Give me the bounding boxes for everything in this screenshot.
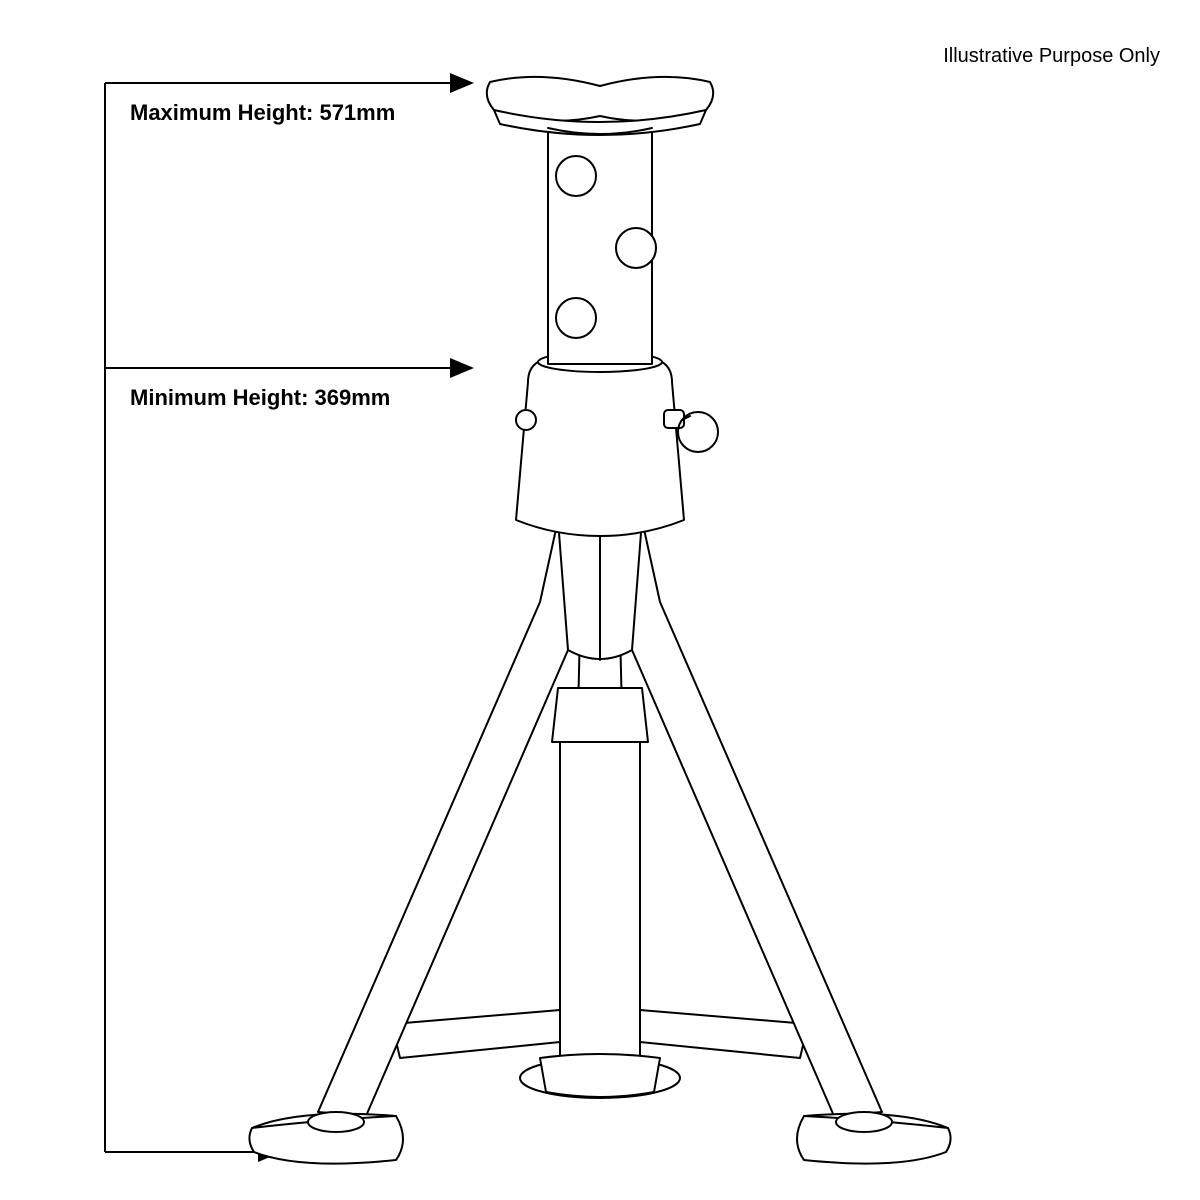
pin-hole <box>616 228 656 268</box>
saddle <box>487 77 713 135</box>
inner-tube <box>548 110 656 364</box>
min-height-label: Minimum Height: 369mm <box>130 385 390 411</box>
pin-hole <box>556 156 596 196</box>
outer-collar <box>516 352 718 536</box>
axle-stand-diagram <box>0 0 1200 1200</box>
right-foot <box>797 1112 951 1164</box>
left-foot <box>249 1112 403 1164</box>
back-foot <box>540 1054 660 1097</box>
disclaimer-text: Illustrative Purpose Only <box>943 45 1160 68</box>
max-height-label: Maximum Height: 571mm <box>130 100 395 126</box>
pin-hole <box>556 298 596 338</box>
axle-stand-drawing <box>249 77 950 1164</box>
